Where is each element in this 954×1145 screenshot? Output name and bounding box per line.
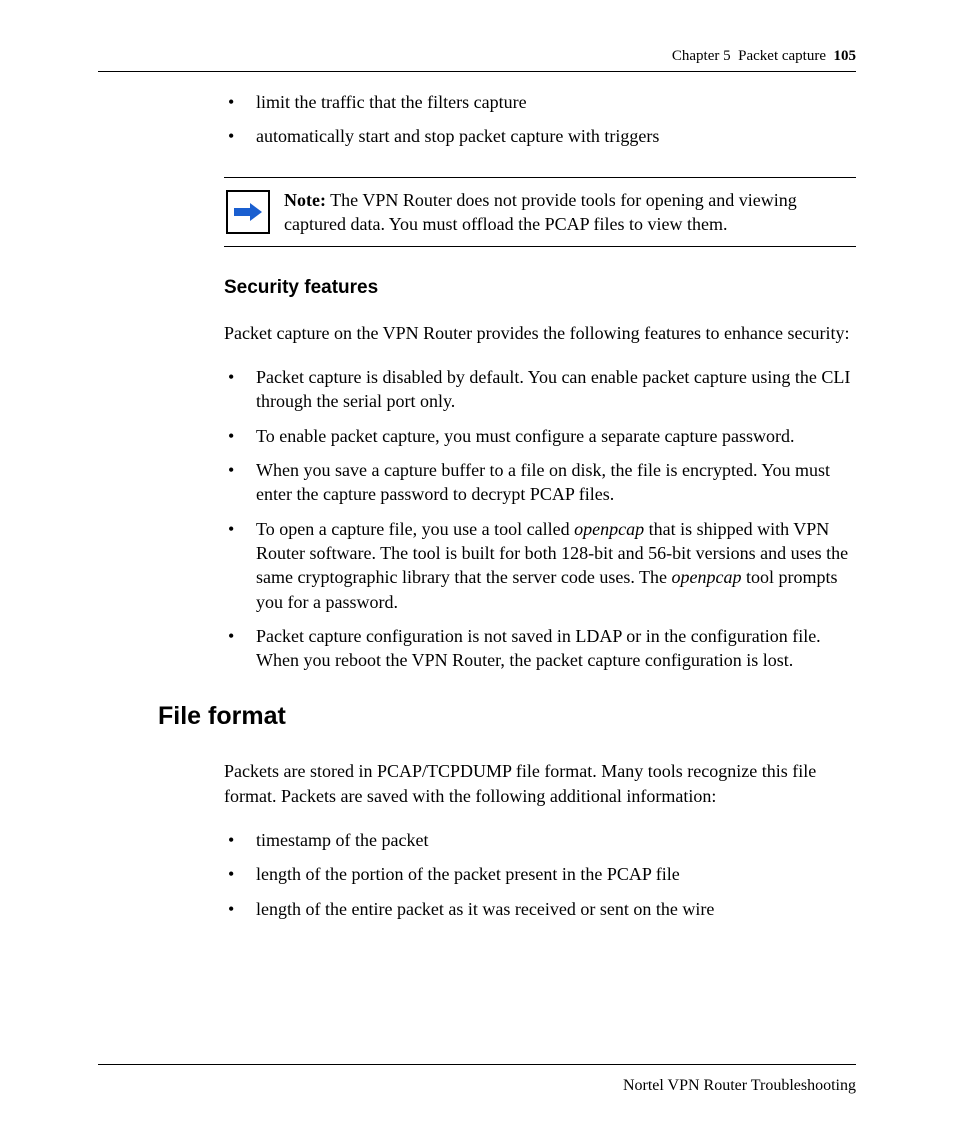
- file-format-intro: Packets are stored in PCAP/TCPDUMP file …: [224, 759, 856, 808]
- running-header: Chapter 5 Packet capture 105: [98, 48, 856, 65]
- note-label: Note:: [284, 190, 326, 210]
- list-item: limit the traffic that the filters captu…: [224, 90, 856, 114]
- list-item: length of the entire packet as it was re…: [224, 897, 856, 921]
- intro-bullet-list: limit the traffic that the filters captu…: [224, 90, 856, 149]
- page-number: 105: [834, 48, 857, 64]
- list-item: length of the portion of the packet pres…: [224, 862, 856, 886]
- chapter-label: Chapter 5: [672, 48, 731, 64]
- header-rule: [98, 71, 856, 72]
- page-footer: Nortel VPN Router Troubleshooting: [98, 1064, 856, 1095]
- chapter-title: Packet capture: [738, 48, 826, 64]
- list-item: automatically start and stop packet capt…: [224, 124, 856, 148]
- note-icon-frame: [226, 190, 270, 234]
- file-format-bullet-list: timestamp of the packet length of the po…: [224, 828, 856, 921]
- arrow-right-icon: [234, 203, 262, 221]
- footer-rule: [98, 1064, 856, 1065]
- security-bullet-list: Packet capture is disabled by default. Y…: [224, 365, 856, 672]
- list-item: When you save a capture buffer to a file…: [224, 458, 856, 507]
- list-item: To enable packet capture, you must confi…: [224, 424, 856, 448]
- security-intro: Packet capture on the VPN Router provide…: [224, 321, 856, 345]
- list-item: timestamp of the packet: [224, 828, 856, 852]
- footer-text: Nortel VPN Router Troubleshooting: [98, 1077, 856, 1095]
- note-callout: Note: The VPN Router does not provide to…: [224, 177, 856, 248]
- file-format-heading: File format: [158, 702, 856, 731]
- note-text: Note: The VPN Router does not provide to…: [284, 188, 850, 237]
- security-heading: Security features: [224, 275, 856, 301]
- list-item: Packet capture is disabled by default. Y…: [224, 365, 856, 414]
- note-body: The VPN Router does not provide tools fo…: [284, 190, 797, 234]
- list-item: Packet capture configuration is not save…: [224, 624, 856, 673]
- list-item: To open a capture file, you use a tool c…: [224, 517, 856, 614]
